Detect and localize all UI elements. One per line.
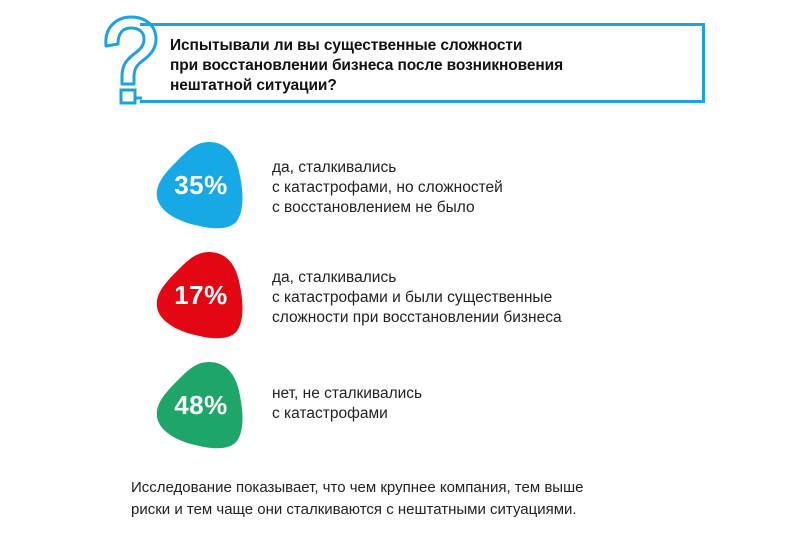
blob-shape <box>156 362 243 449</box>
answer-line: с восстановлением не было <box>272 199 475 216</box>
percent-value: 17% <box>174 279 228 310</box>
percent-blob: 48% <box>153 359 247 451</box>
percent-blob: 35% <box>153 139 247 231</box>
percent-value: 35% <box>174 169 228 200</box>
percent-blob: 17% <box>153 249 247 341</box>
question-mark-icon <box>104 15 160 105</box>
answer-line: да, сталкивались <box>272 159 397 176</box>
answer-line: с катастрофами, но сложностей <box>272 179 503 196</box>
answer-label: нет, не сталкивались с катастрофами <box>272 384 422 424</box>
answer-row-3: 48% нет, не сталкивались с катастрофами <box>0 359 800 459</box>
footnote-line: риски и тем чаще они сталкиваются с нешт… <box>131 501 577 518</box>
blob-shape <box>156 252 243 339</box>
answer-label: да, сталкивались с катастрофами и были с… <box>272 268 562 328</box>
answer-line: да, сталкивались <box>272 269 397 286</box>
question-line: Испытывали ли вы существенные сложности <box>170 37 523 54</box>
blob-shape <box>156 142 243 229</box>
answer-line: с катастрофами и были существенные <box>272 289 553 306</box>
question-line: при восстановлении бизнеса после возникн… <box>170 57 564 74</box>
footnote-line: Исследование показывает, что чем крупнее… <box>131 479 584 496</box>
answer-label: да, сталкивались с катастрофами, но слож… <box>272 158 503 218</box>
footnote: Исследование показывает, что чем крупнее… <box>131 477 583 521</box>
answer-line: с катастрофами <box>272 405 388 422</box>
answer-row-1: 35% да, сталкивались с катастрофами, но … <box>0 139 800 239</box>
percent-value: 48% <box>174 389 228 420</box>
answer-line: сложности при восстановлении бизнеса <box>272 309 562 326</box>
answer-row-2: 17% да, сталкивались с катастрофами и бы… <box>0 249 800 349</box>
question-frame <box>140 23 705 103</box>
answer-line: нет, не сталкивались <box>272 385 423 402</box>
question-title: Испытывали ли вы существенные сложности … <box>170 36 563 96</box>
question-line: нештатной ситуации? <box>170 77 337 94</box>
